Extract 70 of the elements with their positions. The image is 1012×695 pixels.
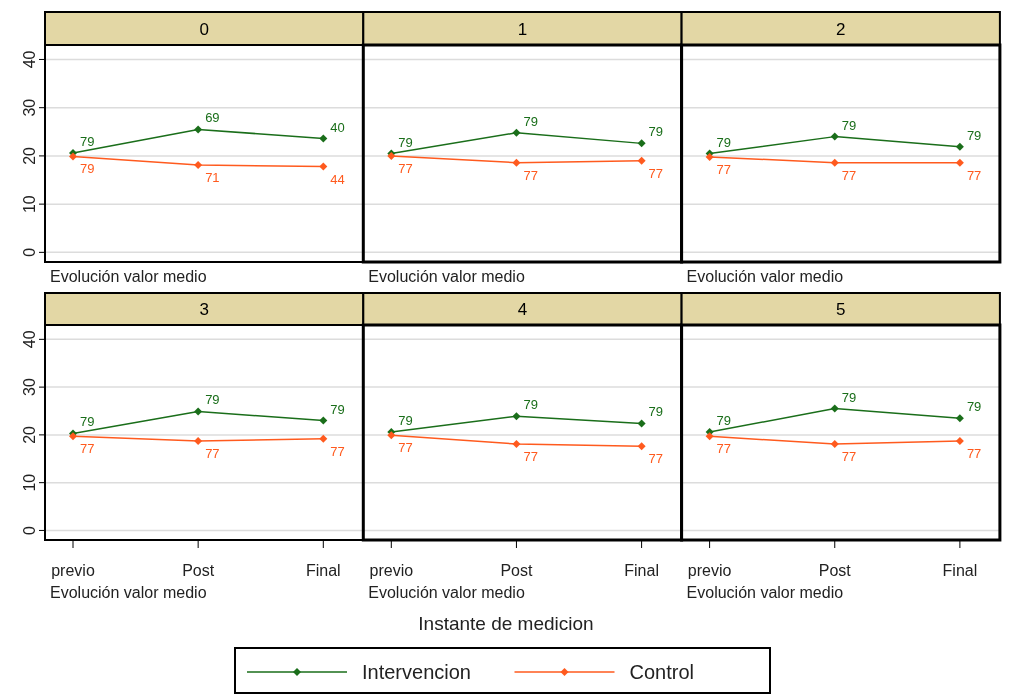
x-tick-label: Final xyxy=(305,562,341,579)
legend-label: Intervencion xyxy=(362,661,471,683)
annotation: 77 xyxy=(523,167,538,183)
annotation: 79 xyxy=(841,117,857,133)
y-tick-label: 30 xyxy=(21,98,38,117)
x-axis-title: Evolución valor medio xyxy=(368,584,525,601)
annotation: 71 xyxy=(205,170,220,186)
annotation: 79 xyxy=(716,413,732,429)
annotation: 79 xyxy=(205,392,220,408)
annotation: 79 xyxy=(966,399,982,415)
x-tick-label: Post xyxy=(500,562,534,579)
x-axis-title: Evolución valor medio xyxy=(50,584,207,601)
annotation: 77 xyxy=(398,440,413,456)
annotation: 79 xyxy=(648,404,664,420)
annotation: 79 xyxy=(80,161,95,177)
annotation: 79 xyxy=(398,134,413,150)
annotation: 77 xyxy=(716,441,732,457)
annotation: 79 xyxy=(648,124,664,140)
annotation: 79 xyxy=(523,397,538,413)
x-tick-label: previo xyxy=(51,562,95,579)
chart-title: 1 xyxy=(517,19,528,39)
x-axis-title: Evolución valor medio xyxy=(368,268,525,285)
annotation: 79 xyxy=(80,134,95,150)
annotation: 79 xyxy=(330,401,345,417)
annotation: 77 xyxy=(966,167,982,183)
y-tick-label: 0 xyxy=(21,525,38,535)
y-tick-label: 30 xyxy=(21,378,38,397)
annotation: 77 xyxy=(398,160,413,176)
annotation: 79 xyxy=(716,134,732,150)
annotation: 77 xyxy=(966,446,982,462)
annotation: 77 xyxy=(841,448,857,464)
annotation: 79 xyxy=(80,414,95,430)
y-tick-label: 10 xyxy=(21,195,38,214)
annotation: 79 xyxy=(523,113,538,129)
annotation: 79 xyxy=(398,413,413,429)
annotation: 40 xyxy=(330,119,345,135)
annotation: 79 xyxy=(966,127,982,143)
annotation: 77 xyxy=(330,443,345,459)
chart-title: 5 xyxy=(836,300,846,319)
y-tick-label: 10 xyxy=(21,473,38,492)
x-tick-label: previo xyxy=(369,562,414,579)
legend-label: Control xyxy=(629,661,694,683)
annotation: 77 xyxy=(80,441,95,457)
y-tick-label: 40 xyxy=(21,50,38,69)
text: Instante de medicion xyxy=(418,613,594,634)
annotation: 77 xyxy=(841,167,857,183)
annotation: 79 xyxy=(841,389,857,405)
x-axis-title: Evolución valor medio xyxy=(50,268,207,285)
annotation: 77 xyxy=(523,448,538,464)
x-tick-label: Post xyxy=(818,562,852,579)
y-tick-label: 20 xyxy=(21,146,38,165)
y-tick-label: 20 xyxy=(21,425,38,444)
y-tick-label: 40 xyxy=(21,330,38,349)
annotation: 77 xyxy=(648,165,664,181)
annotation: 77 xyxy=(648,451,664,467)
y-tick-label: 0 xyxy=(21,247,38,257)
chart-title: 0 xyxy=(199,19,209,39)
chart-title: 3 xyxy=(199,300,209,319)
annotation: 77 xyxy=(716,161,732,177)
annotation: 77 xyxy=(205,446,220,462)
chart-title: 2 xyxy=(836,19,846,39)
x-axis-title: Evolución valor medio xyxy=(686,584,844,601)
x-tick-label: Final xyxy=(624,562,659,579)
chart-title: 4 xyxy=(517,300,528,319)
x-tick-label: previo xyxy=(687,562,732,579)
x-axis-title: Evolución valor medio xyxy=(686,268,844,285)
x-tick-label: Post xyxy=(182,562,215,579)
annotation: 44 xyxy=(330,171,345,187)
annotation: 69 xyxy=(205,110,220,126)
x-tick-label: Final xyxy=(942,562,978,579)
